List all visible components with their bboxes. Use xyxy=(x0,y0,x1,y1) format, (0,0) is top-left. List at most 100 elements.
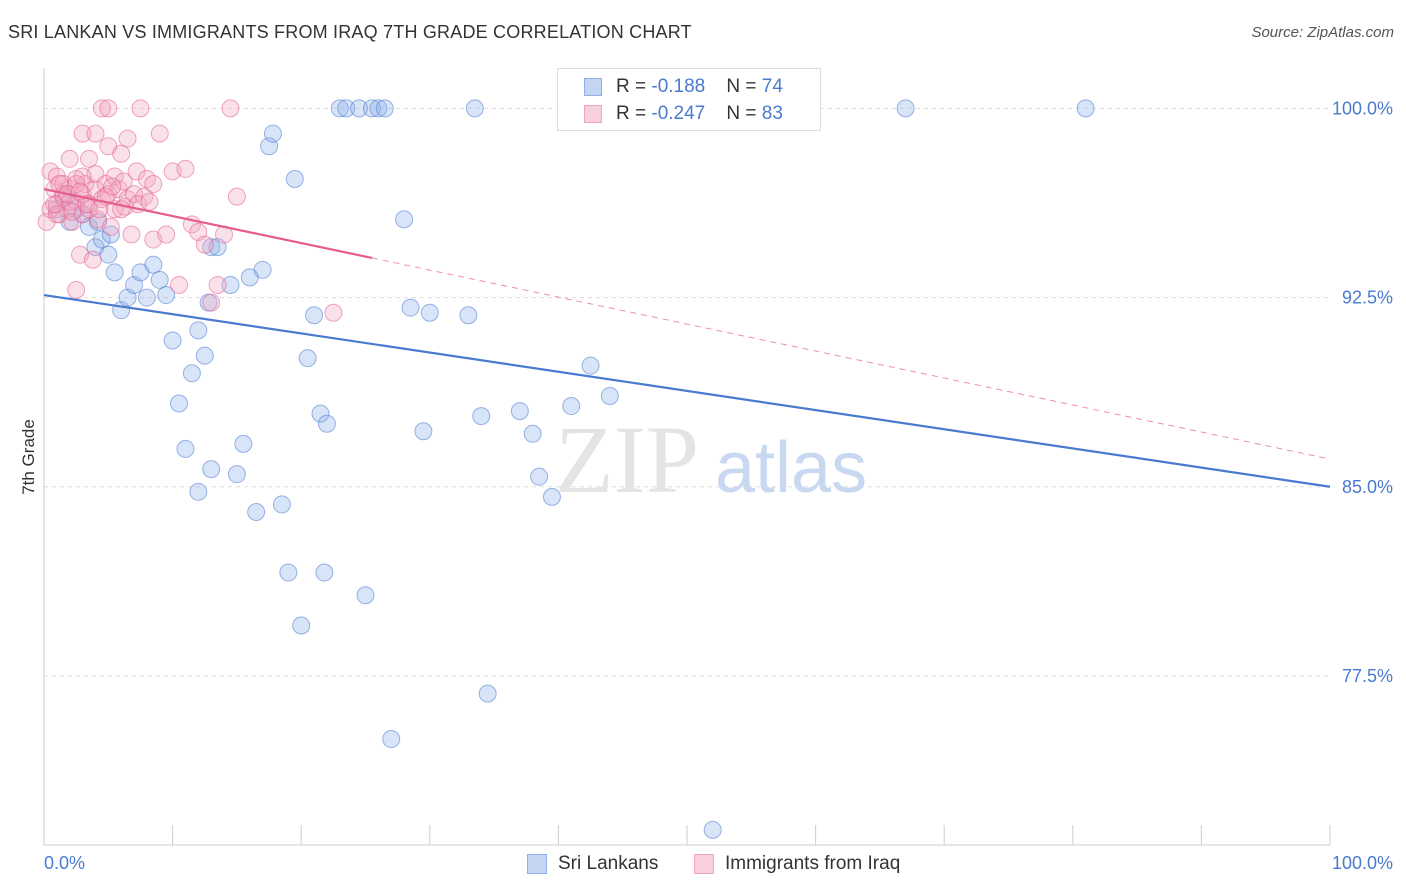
chart-title: SRI LANKAN VS IMMIGRANTS FROM IRAQ 7TH G… xyxy=(8,22,692,42)
legend-label-iraq: Immigrants from Iraq xyxy=(725,853,901,874)
data-point xyxy=(150,270,169,289)
data-point xyxy=(330,99,349,118)
data-point xyxy=(478,684,497,703)
data-point xyxy=(285,170,304,188)
y-tick-label: 77.5% xyxy=(1342,666,1393,686)
data-point xyxy=(375,99,394,118)
data-point xyxy=(253,260,272,279)
data-point xyxy=(170,394,189,413)
y-tick-label: 85.0% xyxy=(1342,477,1393,497)
x-tick-label-max: 100.0% xyxy=(1332,853,1393,873)
data-point xyxy=(298,349,317,368)
data-point xyxy=(73,124,92,143)
data-point xyxy=(227,465,246,484)
data-point xyxy=(311,404,330,423)
data-point xyxy=(279,563,298,582)
series-iraq xyxy=(37,99,343,322)
data-point xyxy=(530,467,549,486)
tick-labels: 77.5% 85.0% 92.5% 100.0% 0.0% 100.0% xyxy=(44,98,1393,873)
data-point xyxy=(150,124,169,143)
data-point xyxy=(472,407,491,426)
data-point xyxy=(176,159,195,178)
data-point xyxy=(137,288,156,307)
data-point xyxy=(92,99,111,118)
trend-line-solid xyxy=(43,293,1331,488)
data-point xyxy=(362,99,381,118)
legend-swatch-iraq xyxy=(694,854,714,874)
stats-swatch-sri-lankans xyxy=(584,78,602,96)
x-tick-label-min: 0.0% xyxy=(44,853,85,873)
data-point xyxy=(221,99,240,118)
data-point xyxy=(67,281,86,299)
watermark-zip: ZIP xyxy=(555,406,699,513)
data-point xyxy=(112,144,131,163)
data-point xyxy=(80,149,99,168)
data-point xyxy=(703,820,722,839)
r-label: R = xyxy=(616,76,652,97)
y-axis-label: 7th Grade xyxy=(19,419,38,495)
data-point xyxy=(369,99,388,118)
source-label: Source: ZipAtlas.com xyxy=(1251,24,1394,41)
data-point xyxy=(221,275,240,294)
data-point xyxy=(163,331,182,350)
y-tick-label: 92.5% xyxy=(1342,288,1393,308)
data-point xyxy=(202,460,221,479)
data-point xyxy=(523,424,542,443)
data-point xyxy=(189,482,208,501)
data-point xyxy=(47,167,66,186)
data-point xyxy=(581,356,600,375)
data-point xyxy=(542,487,561,506)
data-point xyxy=(395,210,414,229)
r-value-iraq: -0.247 xyxy=(651,103,706,124)
data-point xyxy=(103,177,122,196)
y-tick-label: 100.0% xyxy=(1332,98,1393,118)
data-point xyxy=(247,503,266,521)
data-point xyxy=(60,149,79,168)
data-point xyxy=(202,293,221,312)
data-point xyxy=(83,250,102,269)
data-point xyxy=(382,730,401,749)
axes xyxy=(43,68,1331,846)
stats-swatch-iraq xyxy=(584,105,602,123)
data-point xyxy=(86,124,105,143)
stats-row-sri-lankans: R = -0.188 N = 74 xyxy=(558,75,820,101)
data-point xyxy=(401,298,420,317)
data-point xyxy=(195,235,214,254)
data-point xyxy=(1076,99,1095,118)
data-point xyxy=(170,275,189,294)
data-point xyxy=(144,255,163,274)
stats-box: R = -0.188 N = 74 R = -0.247 N = 83 xyxy=(557,68,821,131)
data-point xyxy=(292,616,311,635)
data-point xyxy=(600,386,619,405)
data-point xyxy=(420,303,439,322)
data-point xyxy=(324,303,343,322)
data-point xyxy=(63,212,82,231)
data-point xyxy=(125,185,144,204)
data-point xyxy=(63,202,82,221)
n-value-sri-lankans: 74 xyxy=(761,76,783,97)
data-point xyxy=(272,495,291,514)
data-point xyxy=(195,346,214,365)
data-point xyxy=(182,364,201,383)
legend-swatch-sri-lankans xyxy=(527,854,547,874)
trend-line-dashed xyxy=(371,257,1331,460)
data-point xyxy=(99,99,118,118)
data-point xyxy=(305,306,324,325)
data-point xyxy=(157,286,176,305)
n-value-iraq: 83 xyxy=(761,103,783,124)
data-point xyxy=(144,175,163,194)
data-point xyxy=(356,586,375,605)
data-point xyxy=(176,439,195,458)
n-label: N = xyxy=(726,103,762,124)
trend-line-solid xyxy=(43,188,373,260)
data-point xyxy=(127,162,146,181)
data-point xyxy=(414,422,433,441)
watermark: ZIP atlas xyxy=(555,406,867,513)
data-point xyxy=(465,99,484,118)
data-point xyxy=(562,397,581,416)
data-point xyxy=(140,192,159,211)
data-point xyxy=(350,99,369,118)
watermark-atlas: atlas xyxy=(715,428,867,508)
data-point xyxy=(315,563,334,582)
data-point xyxy=(263,124,282,143)
